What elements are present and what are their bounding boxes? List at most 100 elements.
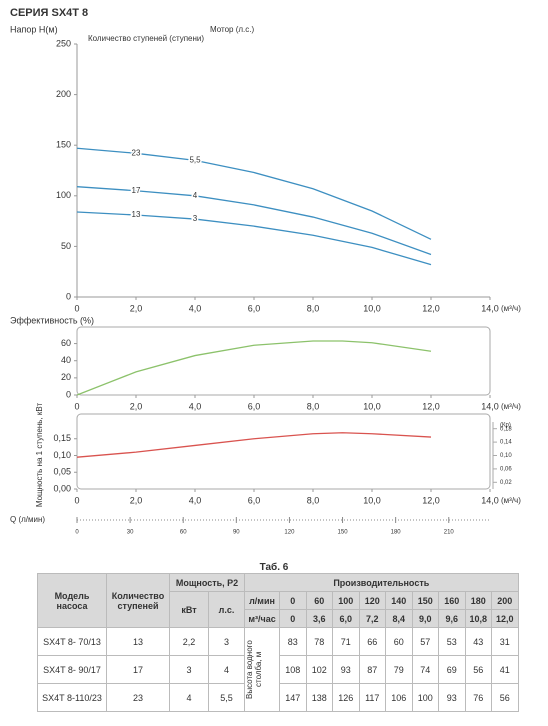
height-cell: 31: [491, 627, 519, 656]
flow-cell: 7,2: [358, 609, 387, 628]
y-axis-label: Напор H(м): [10, 24, 58, 34]
stages-cell: 23: [106, 683, 170, 712]
curve-label: 13: [132, 210, 141, 219]
height-cell: 43: [464, 627, 493, 656]
y-tick-label: 200: [56, 89, 71, 99]
flow-cell: 200: [491, 591, 519, 610]
motor-label: 4: [193, 191, 198, 200]
y-tick-label: 0,15: [53, 433, 71, 443]
flow-cell: 9,0: [411, 609, 440, 628]
y2-axis-label: (Кр): [500, 423, 511, 429]
y-tick-label: 250: [56, 38, 71, 48]
motor-label: 3: [193, 214, 198, 223]
flow-cell: 10,8: [464, 609, 493, 628]
flow-cell: 160: [438, 591, 466, 610]
x-tick-label: 8,0: [307, 401, 320, 411]
curve: [76, 147, 432, 240]
x-unit: (м³/ч): [501, 496, 521, 505]
y-tick-label: 0,00: [53, 483, 71, 493]
height-label-cell: Высота водного столба, м: [244, 627, 281, 712]
x-tick-label: 6,0: [248, 401, 261, 411]
x-tick-label: 10,0: [363, 303, 381, 313]
x-tick-label: 4,0: [189, 495, 202, 505]
y-tick-label: 0: [66, 389, 71, 399]
x-tick-label: 0: [74, 401, 79, 411]
y-tick-label: 0,10: [53, 450, 71, 460]
q-tick-label: 210: [444, 530, 455, 536]
stages-cell: 13: [106, 627, 170, 656]
height-cell: 126: [332, 683, 360, 712]
q-tick-label: 0: [75, 530, 79, 536]
x-tick-label: 14,0: [481, 495, 499, 505]
data-row: SX4T 8-110/23 23 4 5,5 147 138 126 117 106 100 93 7…: [37, 683, 519, 712]
flow-cell: 3,6: [305, 609, 334, 628]
x-unit: (м³/ч): [501, 304, 521, 313]
x-tick-label: 6,0: [248, 495, 261, 505]
curve-label: 23: [132, 148, 141, 157]
motor-label: 5,5: [189, 155, 201, 164]
y2-tick-label: 0,02: [500, 480, 512, 486]
flow-cell: 180: [464, 591, 493, 610]
curve: [76, 186, 432, 256]
height-cell: 66: [358, 627, 387, 656]
curve: [76, 340, 432, 396]
y-tick-label: 0: [66, 291, 71, 301]
height-cell: 71: [332, 627, 360, 656]
kw-cell: 2,2: [169, 627, 209, 656]
y-tick-label: 150: [56, 140, 71, 150]
header-cell: Мощность, P2: [168, 573, 246, 592]
q-tick-label: 180: [391, 530, 402, 536]
curve: [76, 432, 432, 458]
unit-cell: л.с.: [207, 591, 246, 628]
x-tick-label: 12,0: [422, 401, 440, 411]
y2-tick-label: 0,10: [500, 453, 512, 459]
x-tick-label: 4,0: [189, 401, 202, 411]
x-tick-label: 12,0: [422, 303, 440, 313]
x-tick-label: 6,0: [248, 303, 261, 313]
height-cell: 69: [438, 655, 466, 684]
flow-cell: 8,4: [385, 609, 413, 628]
height-cell: 87: [358, 655, 387, 684]
model-cell: SX4T 8- 90/17: [37, 655, 107, 684]
height-cell: 56: [464, 655, 493, 684]
q-tick-label: 150: [338, 530, 349, 536]
x-tick-label: 4,0: [189, 303, 202, 313]
x-tick-label: 2,0: [130, 401, 143, 411]
x-tick-label: 10,0: [363, 495, 381, 505]
x-tick-label: 8,0: [307, 495, 320, 505]
y2-tick-label: 0,18: [500, 426, 512, 432]
q-tick-label: 90: [233, 530, 240, 536]
y-tick-label: 100: [56, 190, 71, 200]
q-tick-label: 60: [180, 530, 187, 536]
x-tick-label: 2,0: [130, 495, 143, 505]
y-tick-label: 50: [61, 241, 71, 251]
height-cell: 41: [491, 655, 519, 684]
height-cell: 93: [332, 655, 360, 684]
height-cell: 53: [438, 627, 466, 656]
flow-cell: 0: [279, 609, 307, 628]
chart: СЕРИЯ SX4T 8 0 50 100 150 200 250 0 2,0 4,0 6,0 8,…: [10, 7, 521, 536]
height-cell: 147: [279, 683, 307, 712]
header-cell: Производительность: [244, 573, 519, 592]
header-cell: Модель насоса: [37, 573, 107, 628]
flow-cell: 0: [279, 591, 307, 610]
height-cell: 56: [491, 683, 519, 712]
unit-cell: л/мин: [244, 591, 281, 610]
x-tick-label: 8,0: [307, 303, 320, 313]
x-tick-label: 10,0: [363, 401, 381, 411]
height-cell: 93: [438, 683, 466, 712]
q-tick-label: 120: [284, 530, 295, 536]
height-cell: 83: [279, 627, 307, 656]
y-axis-label: Мощность на 1 ступень, кВт: [35, 403, 44, 508]
unit-cell: м³/час: [244, 609, 281, 628]
flow-cell: 60: [305, 591, 334, 610]
data-row: SX4T 8- 70/13 13 2,2 3 Высота водного столба…: [37, 627, 519, 712]
header-row: м³/час 0 3,6 6,0 7,2 8,4 9,0 9,6 10,8 12,0: [38, 609, 519, 628]
panel-frame: [76, 413, 491, 490]
panel-frame: [76, 326, 491, 396]
hp-cell: 5,5: [207, 683, 246, 712]
height-cell: 106: [385, 683, 413, 712]
header-row: Модель насоса Количество ступеней Мощность…: [37, 573, 519, 628]
page-title: СЕРИЯ SX4T 8: [10, 7, 88, 19]
stages-cell: 17: [106, 655, 170, 684]
